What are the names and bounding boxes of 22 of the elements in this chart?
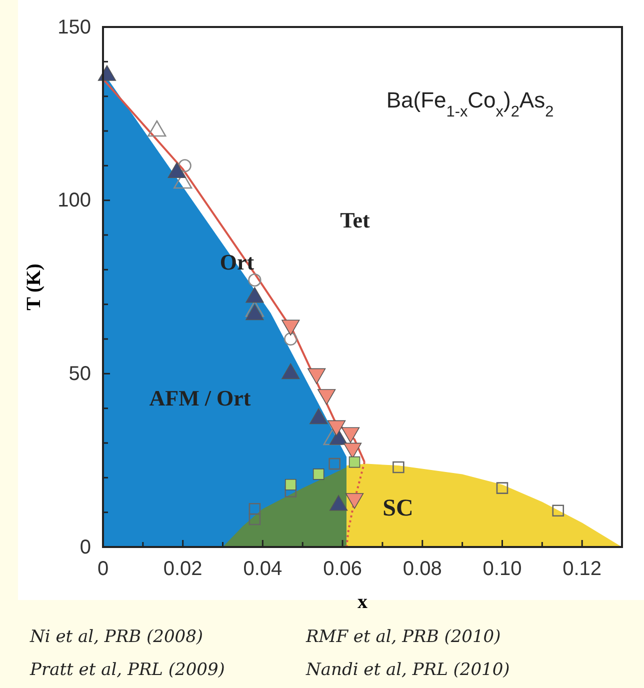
y-tick-label: 100 [58,190,91,212]
text: Nandi et al, PRL (2010) [305,660,510,680]
y-axis-title: T (K) [23,264,45,310]
annotation: Tet [340,208,371,233]
text: Pratt et al, PRL (2009) [29,660,225,680]
x-tick-label: 0 [97,558,109,580]
x-tick-label: 0.04 [243,558,282,580]
text: Ni et al, PRB (2008) [29,627,204,647]
x-tick-label: 0.08 [402,558,442,580]
annotation: Ba(Fe$_{1-x}$Co$_{x}$)$_{2}$As$_{2}$ [386,88,554,120]
annotation: SC [382,495,414,522]
x-tick-label: 0.10 [482,558,522,580]
annotation: Ort [220,250,255,275]
y-tick-label: 0 [80,536,91,558]
y-tick-label: 150 [58,16,91,38]
annotation: AFM / Ort [149,386,252,411]
x-tick-label: 0.02 [163,558,202,580]
x-tick-label: 0.06 [323,558,362,580]
x-axis-title: x [358,591,368,613]
text: RMF et al, PRB (2010) [305,627,501,647]
x-tick-label: 0.12 [562,558,602,580]
y-tick-label: 50 [68,363,91,386]
